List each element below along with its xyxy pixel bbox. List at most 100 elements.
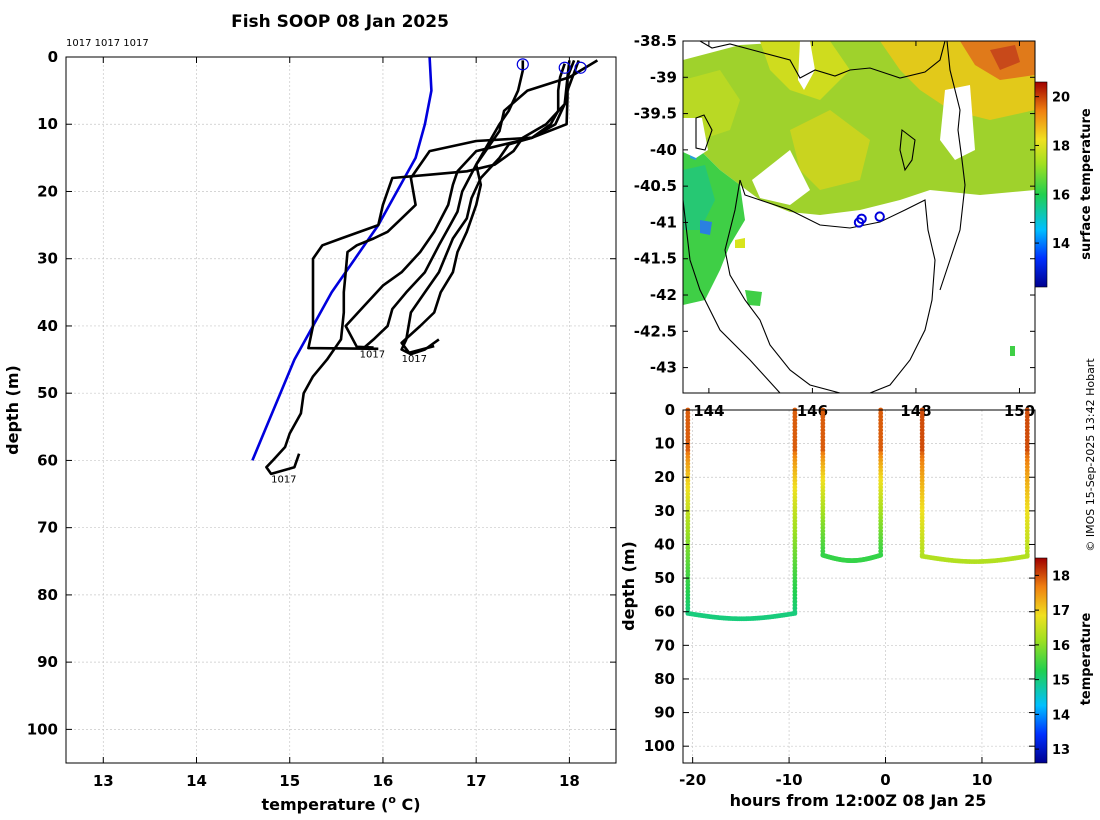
section-down-cast-point [820,424,826,430]
x-tick-label: 18 [559,772,580,790]
section-y-tick-label: 30 [654,502,675,520]
profile-panel: Fish SOOP 08 Jan 2025 1017 1017 1017 101… [3,12,617,814]
section-up-cast-point [1024,545,1030,551]
section-up-cast-point [1024,464,1030,470]
section-down-cast-point [820,431,826,436]
section-up-cast-point [878,458,884,463]
section-down-cast-point [685,555,691,561]
sst-patch [745,290,762,306]
profile-id-label: 1017 [360,350,385,361]
lon-tick-label: 148 [900,402,931,420]
y-tick-label: 100 [27,720,58,738]
section-down-cast-point [685,538,691,544]
section-down-cast-point [820,535,826,541]
section-up-cast-point [1024,427,1030,433]
section-down-cast-point [919,431,925,436]
section-up-cast-point [1024,548,1030,554]
section-up-cast-point [878,484,884,490]
temperature-colorbar [1034,557,1048,764]
section-down-cast-point [820,474,826,480]
section-up-cast-point [878,421,884,426]
section-up-cast-point [792,575,798,581]
section-up-cast-point [1024,511,1030,517]
section-up-cast-point [878,481,884,487]
section-down-cast-point [820,417,826,423]
section-up-cast-point [792,484,798,490]
section-up-cast-point [878,505,884,510]
x-tick-label: 14 [186,772,207,790]
section-down-cast-point [919,464,925,470]
section-up-cast-point [1024,501,1030,507]
section-up-cast-point [878,451,884,457]
profile-grid [66,56,616,763]
chart-title: Fish SOOP 08 Jan 2025 [231,12,449,32]
section-down-cast-point [919,545,925,551]
sst-cloud-gap [940,85,975,160]
section-down-cast-point [820,478,826,483]
sst-colorbar-tick-label: 20 [1052,91,1070,106]
section-down-cast-point [685,558,691,564]
section-y-tick-label: 20 [654,468,675,486]
section-down-cast-point [820,521,826,527]
section-down-cast-point [820,441,826,447]
section-up-cast-point [878,495,884,500]
section-y-tick-label: 50 [654,569,675,587]
section-down-cast-point [685,471,691,477]
section-up-cast-point [792,548,798,554]
section-x-tick-label: -20 [679,771,706,789]
sst-colorbar-label: surface temperature [1079,108,1094,260]
temperature-colorbar-label: temperature [1079,613,1094,706]
section-up-cast-point [792,495,798,500]
lon-tick-label: 146 [797,402,828,420]
surface-marker [574,61,587,74]
section-down-cast-point [685,589,691,594]
sst-cloud-gap [798,41,815,90]
section-up-cast-point [792,515,798,520]
section-up-cast-point [792,602,798,608]
section-down-cast-point [685,434,691,440]
section-down-cast-point [919,447,925,453]
section-up-cast-point [792,501,798,507]
section-up-cast-point [1024,431,1030,436]
section-up-cast-point [878,434,884,440]
section-up-cast-point [792,431,798,436]
temperature-colorbar-tick-label: 16 [1052,639,1070,654]
map-ticks: -38.5 -39 -39.5 -40 -40.5 -41 -41.5 -42 -42.5 -43… [634,32,1035,420]
y-tick-label: 30 [37,250,58,268]
section-down-cast-point [919,525,925,531]
section-up-cast-point [1024,542,1030,547]
sst-cool-patch [683,165,715,230]
section-down-cast-point [685,491,691,497]
section-down-cast-point [685,545,691,551]
section-down-cast-point [919,542,925,547]
section-down-cast-point [919,461,925,467]
y-tick-label: 70 [37,519,58,537]
section-down-cast-point [820,447,826,453]
section-down-cast-point [685,464,691,470]
section-up-cast-point [792,434,798,440]
section-down-cast-point [820,434,826,440]
section-up-cast-point [792,582,798,588]
section-up-cast-point [792,535,798,541]
section-up-cast-point [878,461,884,467]
section-up-cast-point [878,515,884,520]
section-up-cast-point [792,585,798,591]
section-down-cast-point [685,461,691,467]
credit-text: © IMOS 15-Sep-2025 13:42 Hobart [1084,358,1097,552]
temperature-colorbar-ticks: 13 14 15 16 17 18 [1035,569,1070,758]
section-up-cast-point [792,545,798,551]
section-down-cast-point [685,437,691,443]
station-marker [856,213,867,225]
section-down-cast-point [919,454,925,460]
section-down-cast-point [820,505,826,510]
lat-tick-label: -42 [650,286,677,304]
section-down-cast-point [685,525,691,531]
y-tick-label: 0 [48,48,58,66]
section-down-cast-point [685,515,691,520]
section-y-tick-label: 100 [644,737,675,755]
section-up-cast-point [878,518,884,524]
section-up-cast-point [1024,458,1030,463]
temperature-colorbar-tick-label: 15 [1052,674,1070,689]
section-up-cast-point [792,558,798,564]
section-up-cast-point [1024,447,1030,453]
